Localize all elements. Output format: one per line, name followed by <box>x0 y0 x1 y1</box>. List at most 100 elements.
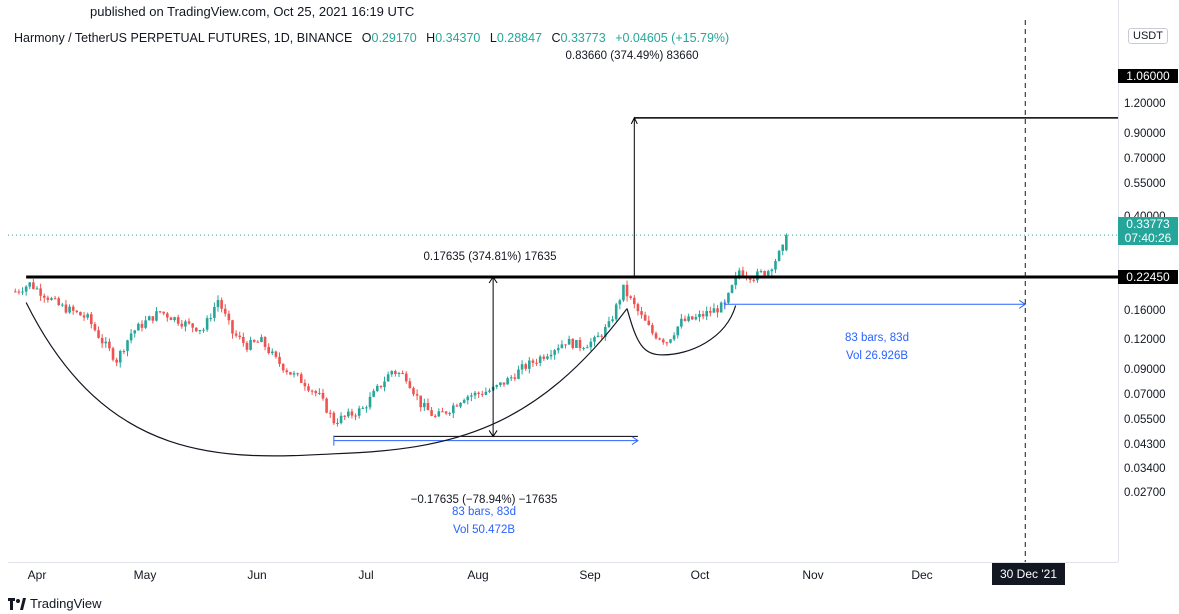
candle-body <box>433 415 437 417</box>
candle-body <box>571 338 575 348</box>
candle-body <box>513 377 517 379</box>
candle-body <box>549 354 553 357</box>
high-label: H <box>426 31 436 45</box>
candle-body <box>737 270 741 276</box>
candle-body <box>473 392 477 396</box>
candle-body <box>184 321 187 327</box>
candle-body <box>401 372 404 374</box>
candle-body <box>144 320 147 328</box>
candle-body <box>611 319 614 322</box>
candle-body <box>394 371 397 374</box>
chart-pane[interactable] <box>8 20 1118 562</box>
candle-body <box>575 339 578 348</box>
symbol-name[interactable]: Harmony / TetherUS PERPETUAL FUTURES, 1D… <box>14 31 353 45</box>
candle-body <box>162 311 165 314</box>
candle-body <box>785 235 788 251</box>
candle-body <box>412 388 415 395</box>
close-label: C <box>551 31 561 45</box>
candle-body <box>108 341 111 349</box>
candle-body <box>281 363 285 371</box>
price-tick-label: 0.90000 <box>1124 127 1166 140</box>
candle-body <box>57 298 61 306</box>
candle-body <box>470 395 473 397</box>
candle-body <box>118 351 122 363</box>
candle-body <box>140 323 144 328</box>
price-tick-label: 0.12000 <box>1124 334 1166 347</box>
candle-body <box>683 318 687 321</box>
candle-body <box>42 295 46 298</box>
candle-body <box>46 297 50 300</box>
candle-body <box>50 298 53 300</box>
high-value: 0.34370 <box>435 31 481 45</box>
candle-body <box>759 271 763 273</box>
time-label-oct: Oct <box>690 568 710 582</box>
candle-body <box>640 311 643 315</box>
candle-body <box>600 335 604 337</box>
candle-body <box>690 316 694 320</box>
candle-body <box>452 405 455 414</box>
handle-bars-label: 83 bars, 83d <box>845 332 909 344</box>
price-tick-label: 0.05500 <box>1124 414 1166 427</box>
price-tick-label: 0.07000 <box>1124 389 1166 402</box>
brand-name[interactable]: TradingView <box>30 596 102 611</box>
candle-body <box>502 382 506 385</box>
candle-body <box>705 311 708 317</box>
candle-body <box>477 392 480 394</box>
candle-body <box>589 341 593 348</box>
candle-body <box>444 411 448 414</box>
candle-body <box>129 333 133 341</box>
candle-body <box>220 300 223 309</box>
tradingview-logo-icon <box>8 598 26 610</box>
candle-body <box>426 402 430 411</box>
candle-body <box>770 269 774 272</box>
candle-body <box>734 275 737 286</box>
candle-body <box>633 297 636 305</box>
candle-body <box>535 362 538 364</box>
candle-body <box>104 341 108 344</box>
candle-body <box>213 307 216 318</box>
candle-body <box>593 337 596 342</box>
price-tick-label: 0.55000 <box>1124 178 1166 191</box>
candle-body <box>151 316 155 321</box>
candle-body <box>147 316 151 321</box>
candle-body <box>216 300 220 308</box>
candle-body <box>227 313 231 321</box>
candle-body <box>383 381 386 388</box>
candle-body <box>339 415 343 424</box>
currency-button[interactable]: USDT <box>1128 28 1168 44</box>
symbol-legend: Harmony / TetherUS PERPETUAL FUTURES, 1D… <box>14 31 729 45</box>
candle-body <box>462 400 466 403</box>
candle-body <box>777 250 781 261</box>
candle-body <box>256 341 260 343</box>
price-tick-label: 0.16000 <box>1124 304 1166 317</box>
candle-body <box>35 288 39 290</box>
candle-body <box>194 327 198 332</box>
candle-body <box>495 385 499 387</box>
time-label-may: May <box>133 568 157 582</box>
candle-body <box>64 304 68 313</box>
candle-body <box>774 260 777 270</box>
candle-body <box>75 310 79 312</box>
candle-body <box>263 337 267 347</box>
candle-body <box>488 390 491 392</box>
drawings-layer <box>8 20 1118 562</box>
candle-body <box>781 244 785 251</box>
candle-body <box>28 282 32 287</box>
resistance-price-badge: 0.22450 <box>1118 270 1178 284</box>
handle-range-measure-arrow <box>1018 299 1027 309</box>
low-value: 0.28847 <box>496 31 543 45</box>
time-label-nov: Nov <box>802 568 824 582</box>
candle-body <box>455 405 459 407</box>
candle-body <box>698 314 701 318</box>
crosshair-date-badge: 30 Dec '21 <box>992 563 1065 585</box>
open-label: O <box>361 31 372 45</box>
cup-bars-label: 83 bars, 83d <box>452 506 516 518</box>
candle-body <box>480 393 484 395</box>
candle-body <box>343 415 346 417</box>
candle-body <box>484 391 488 395</box>
time-scale[interactable] <box>8 562 1118 587</box>
price-tick-label: 1.20000 <box>1124 98 1166 111</box>
candle-body <box>260 337 263 343</box>
candle-body <box>321 392 325 399</box>
candle-body <box>122 351 126 353</box>
